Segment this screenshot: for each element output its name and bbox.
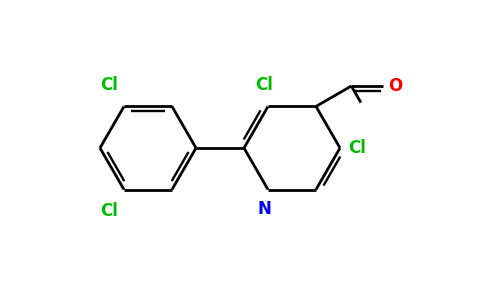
Text: Cl: Cl bbox=[100, 76, 118, 94]
Text: Cl: Cl bbox=[348, 139, 366, 157]
Text: O: O bbox=[389, 77, 403, 95]
Text: N: N bbox=[257, 200, 271, 217]
Text: Cl: Cl bbox=[100, 202, 118, 220]
Text: Cl: Cl bbox=[255, 76, 273, 94]
